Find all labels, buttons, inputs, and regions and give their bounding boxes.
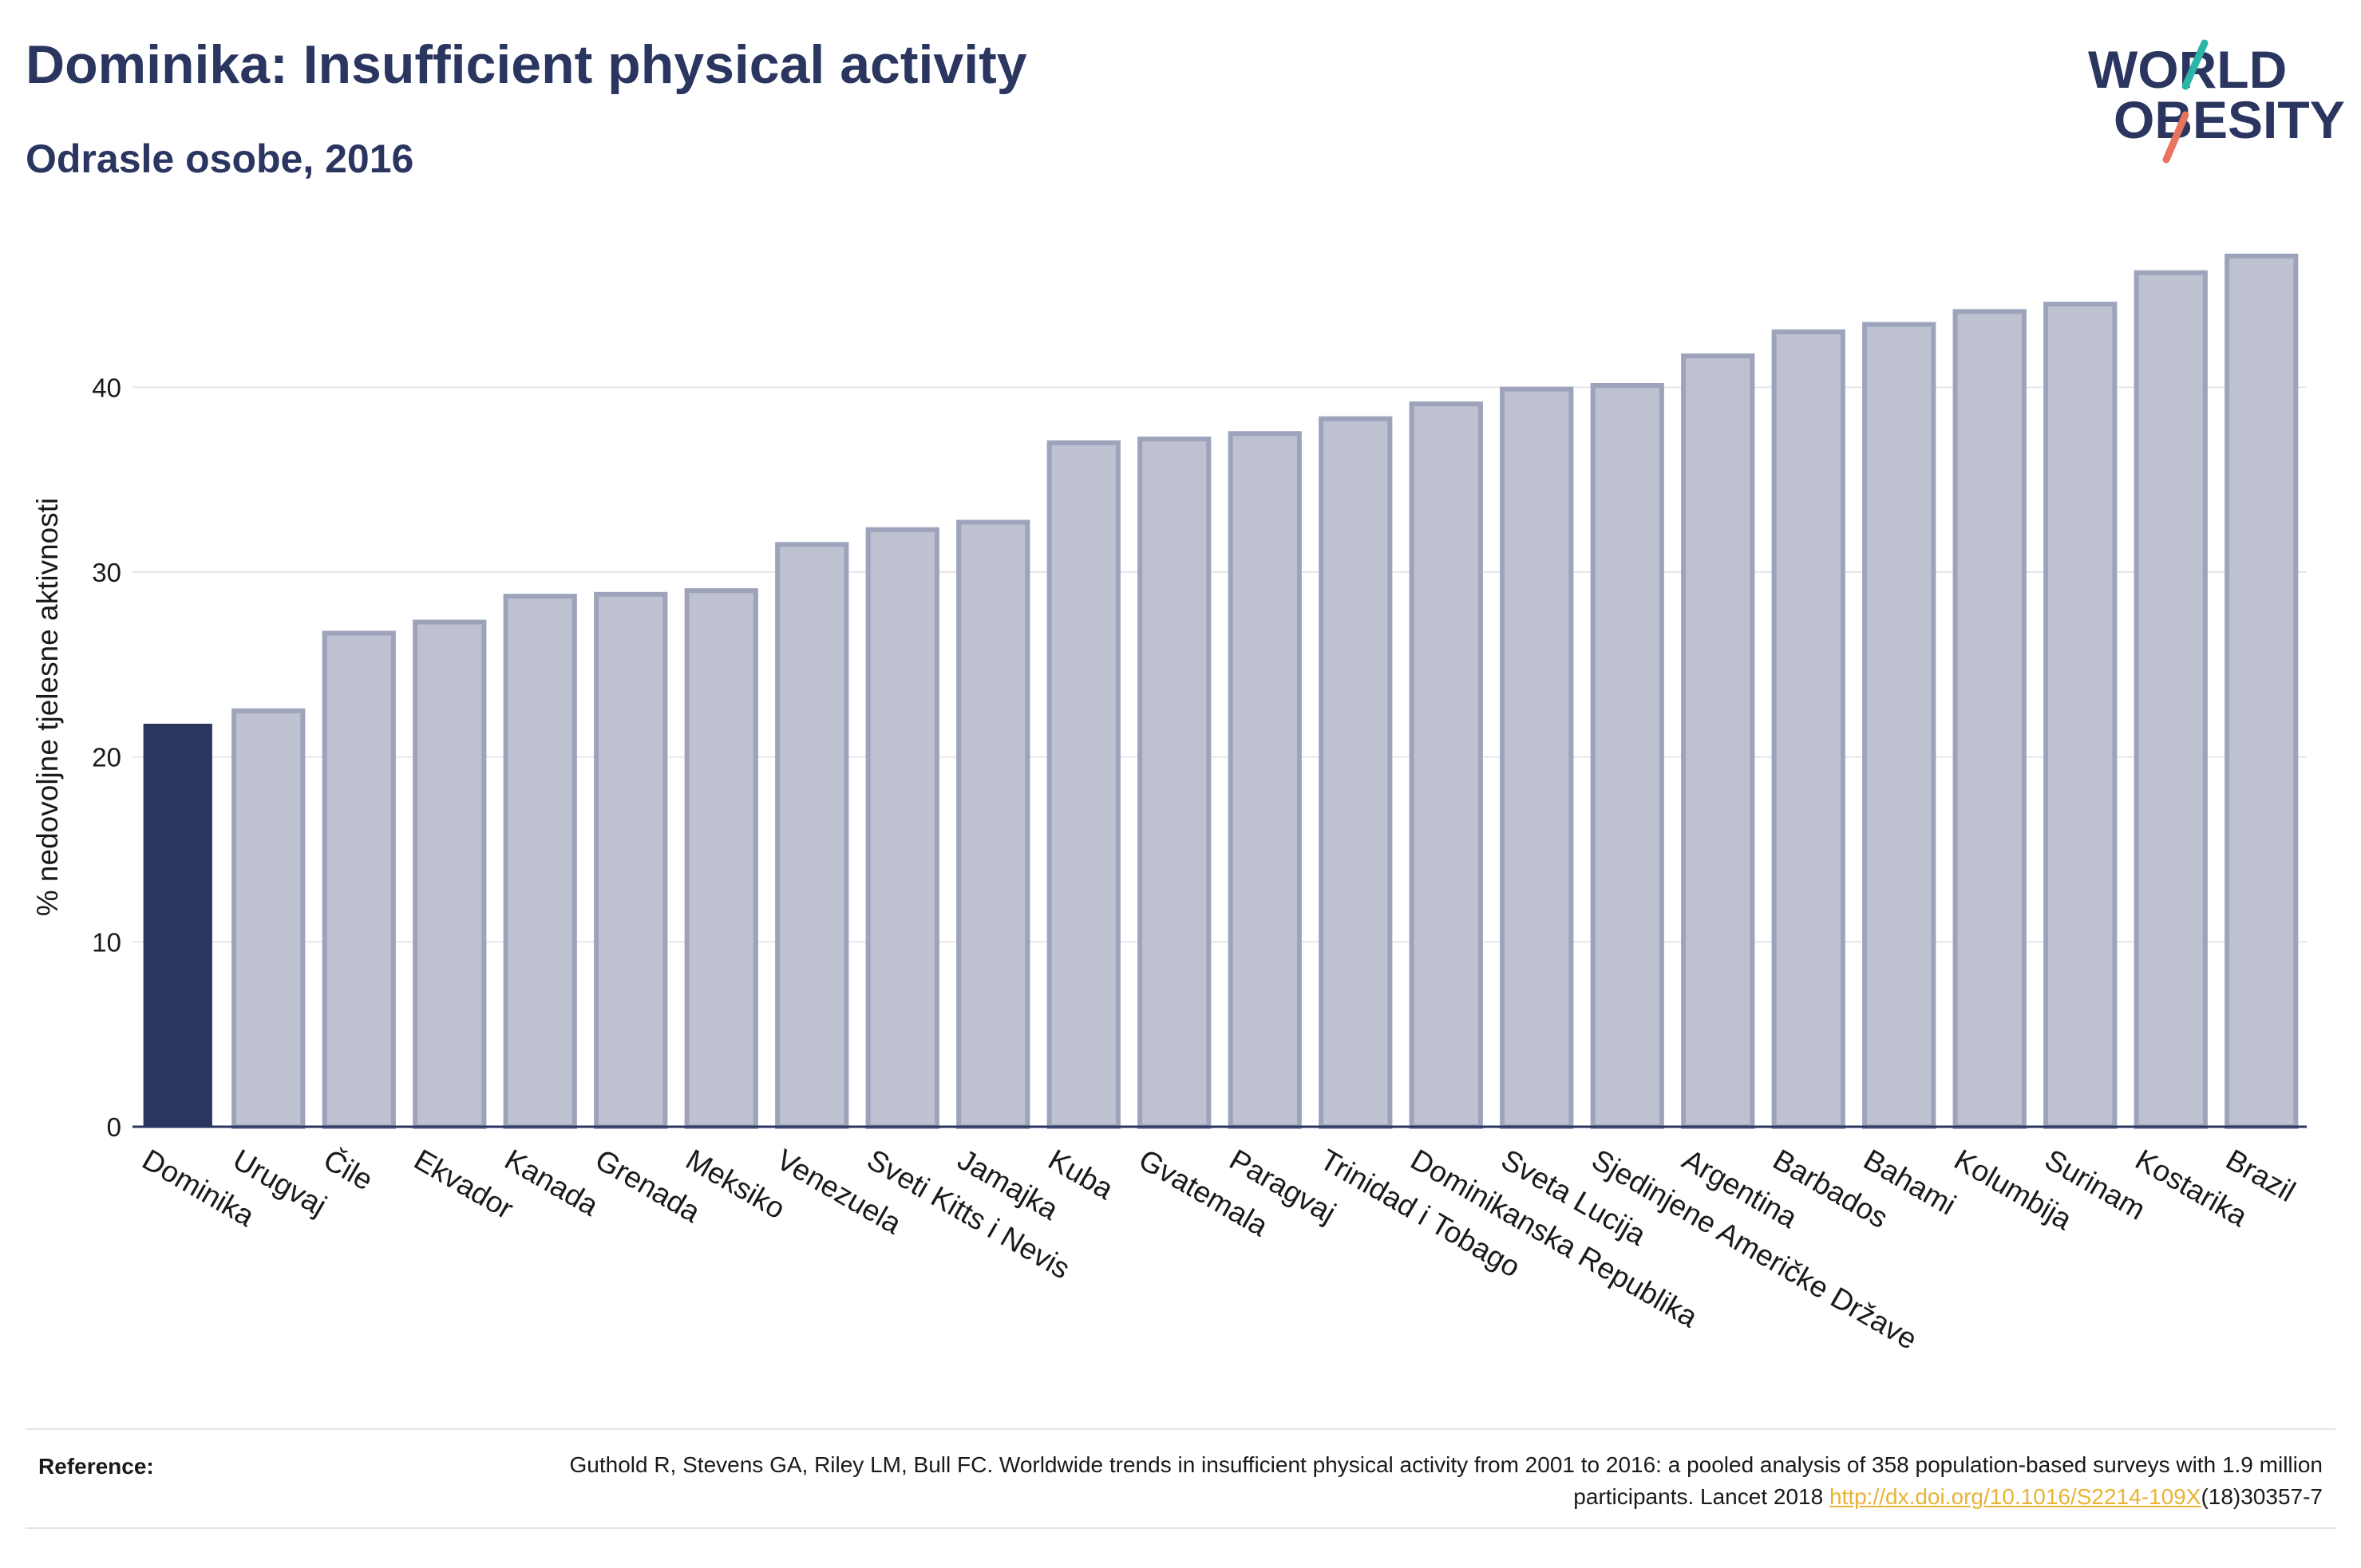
bar (684, 588, 758, 1129)
x-tick-label: Ekvador (409, 1143, 519, 1225)
y-tick-label: 40 (92, 373, 121, 402)
reference-doi-suffix: (18)30357-7 (2201, 1484, 2323, 1509)
bar (594, 591, 668, 1129)
y-tick-label: 0 (107, 1112, 121, 1142)
world-obesity-logo: WORLD OBESITY (2088, 39, 2345, 164)
bar (413, 619, 487, 1129)
y-tick-label: 30 (92, 558, 121, 587)
logo-slash-teal (2181, 39, 2209, 90)
x-tick-label: Čile (318, 1143, 379, 1196)
reference-citation: Guthold R, Stevens GA, Riley LM, Bull FC… (569, 1452, 2323, 1509)
bar (1046, 440, 1121, 1129)
logo-line-obesity: OBESITY (2114, 90, 2345, 149)
bar (956, 519, 1030, 1129)
bar (1862, 322, 1936, 1130)
bar (1500, 386, 1574, 1129)
bar (1771, 329, 1845, 1130)
reference-label: Reference: (38, 1454, 154, 1479)
y-axis-title: % nedovoljne tjelesne aktivnosti (31, 498, 64, 917)
bar (322, 630, 396, 1129)
logo-slash-coral (2162, 111, 2189, 164)
bar (2134, 270, 2208, 1130)
reference-text-block: Guthold R, Stevens GA, Riley LM, Bull FC… (487, 1449, 2323, 1513)
page-title: Dominika: Insufficient physical activity (26, 34, 1027, 95)
y-tick-label: 10 (92, 927, 121, 957)
bar (231, 708, 306, 1129)
bar (2043, 302, 2118, 1129)
bar (1952, 309, 2027, 1130)
bar (1409, 401, 1483, 1129)
page-subtitle: Odrasle osobe, 2016 (26, 136, 414, 181)
bar (1319, 416, 1393, 1129)
y-tick-label: 20 (92, 743, 121, 772)
bar (143, 723, 212, 1127)
bar (2225, 253, 2299, 1130)
reference-doi-link[interactable]: http://dx.doi.org/10.1016/S2214-109X (1829, 1484, 2201, 1509)
logo-line-world: WORLD (2088, 40, 2287, 99)
bar (1228, 431, 1302, 1129)
bar (865, 527, 939, 1129)
bar (1137, 436, 1212, 1129)
x-tick-label: Kanada (500, 1143, 604, 1222)
bar (1590, 383, 1664, 1129)
bar (503, 594, 577, 1129)
reference-footer: Reference: Guthold R, Stevens GA, Riley … (26, 1428, 2335, 1529)
bar (775, 542, 849, 1129)
bar (1681, 353, 1755, 1129)
